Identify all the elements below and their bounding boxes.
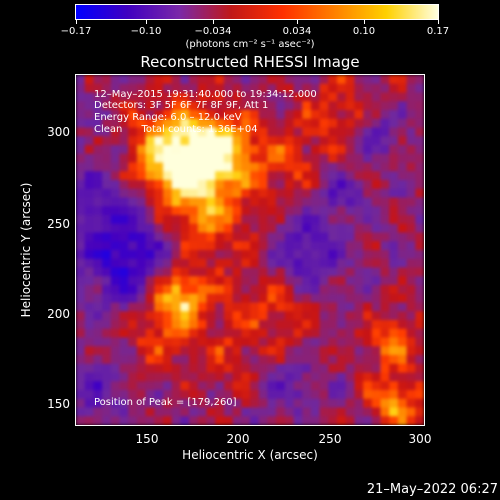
colorbar-tick-label: 0.034: [282, 26, 312, 37]
colorbar-tickmark: [297, 20, 298, 24]
colorbar-units-label: (photons cm⁻² s⁻¹ asec⁻²): [185, 39, 315, 50]
peak-position-label: Position of Peak = [179,260]: [94, 397, 237, 408]
y-axis-label: Heliocentric Y (arcsec): [19, 182, 33, 318]
x-tick-label: 300: [408, 432, 432, 446]
heatmap-image: [76, 75, 424, 425]
info-date-range: 12–May–2015 19:31:40.000 to 19:34:12.000: [94, 89, 317, 100]
generation-timestamp: 21–May–2022 06:27: [366, 482, 498, 497]
info-clean-total-counts: Clean Total counts: 1.36E+04: [94, 124, 258, 135]
x-tick-label: 150: [135, 432, 159, 446]
colorbar-tickmark: [146, 20, 147, 24]
x-axis-label: Heliocentric X (arcsec): [182, 448, 318, 462]
info-detectors: Detectors: 3F 5F 6F 7F 8F 9F, Att 1: [94, 100, 269, 111]
y-tick-label: 150: [47, 397, 70, 411]
plot-title: Reconstructed RHESSI Image: [140, 53, 360, 71]
rhessi-image-plot: 12–May–2015 19:31:40.000 to 19:34:12.000…: [75, 74, 425, 426]
y-tick-label: 250: [47, 217, 70, 231]
y-tick-label: 200: [47, 307, 70, 321]
colorbar: [75, 4, 439, 20]
colorbar-tickmark: [76, 20, 77, 24]
x-tick-label: 250: [318, 432, 342, 446]
colorbar-tick-label: 0.17: [426, 26, 450, 37]
colorbar-tick-label: −0.17: [60, 26, 92, 37]
colorbar-tick-label: 0.10: [352, 26, 376, 37]
y-tick-label: 300: [47, 125, 70, 139]
colorbar-tickmark: [364, 20, 365, 24]
colorbar-tickmark: [213, 20, 214, 24]
x-tick-label: 200: [226, 432, 250, 446]
colorbar-tick-label: −0.10: [130, 26, 162, 37]
info-energy-range: Energy Range: 6.0 – 12.0 keV: [94, 112, 242, 123]
colorbar-tickmark: [438, 20, 439, 24]
colorbar-tick-label: −0.034: [194, 26, 232, 37]
